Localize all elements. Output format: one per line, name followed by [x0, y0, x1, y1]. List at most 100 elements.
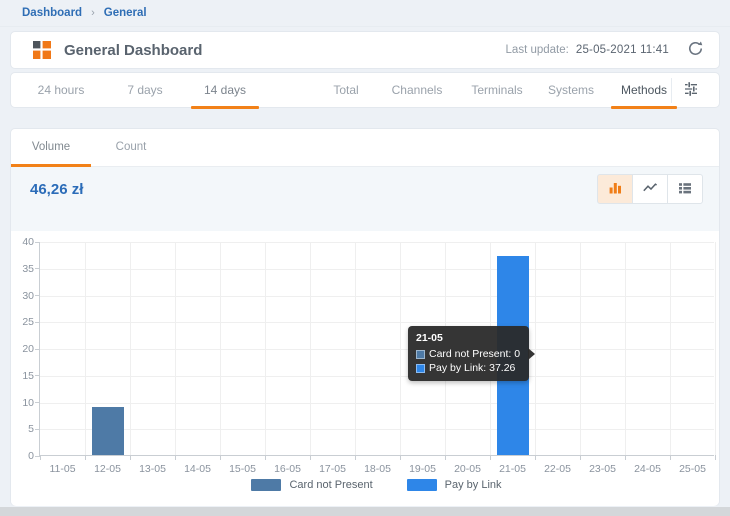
tooltip-row: Pay by Link: 37.26	[416, 361, 520, 375]
tab-7-days[interactable]: 7 days	[111, 73, 179, 108]
y-tick-mark	[35, 322, 40, 323]
tooltip-title: 21-05	[416, 331, 520, 345]
tab-terminals[interactable]: Terminals	[461, 73, 533, 108]
gridline	[40, 376, 714, 377]
y-tick-label: 25	[8, 316, 34, 328]
x-tick-label: 23-05	[589, 463, 616, 475]
gridline	[535, 242, 536, 455]
gridline	[85, 242, 86, 455]
table-view-button[interactable]	[667, 174, 703, 204]
tab-14-days[interactable]: 14 days	[191, 73, 259, 108]
gridline	[40, 349, 714, 350]
x-tick-label: 24-05	[634, 463, 661, 475]
gridline	[40, 242, 714, 243]
tab-total[interactable]: Total	[316, 73, 376, 108]
last-update-label: Last update:	[506, 44, 569, 56]
chart-view-toggle	[597, 174, 703, 204]
tune-icon	[682, 80, 700, 101]
breadcrumb-current[interactable]: General	[104, 7, 147, 19]
y-tick-mark	[35, 295, 40, 296]
bottom-strip	[0, 507, 730, 516]
x-tick-label: 16-05	[274, 463, 301, 475]
chart-legend: Card not Present Pay by Link	[39, 479, 714, 491]
legend-item-card-not-present[interactable]: Card not Present	[251, 479, 372, 491]
legend-label: Pay by Link	[445, 479, 502, 491]
dashboard-tiles-icon	[33, 41, 51, 59]
tab-methods[interactable]: Methods	[611, 73, 677, 108]
x-tick-label: 22-05	[544, 463, 571, 475]
x-tick-mark	[580, 455, 581, 460]
gridline	[175, 242, 176, 455]
legend-item-pay-by-link[interactable]: Pay by Link	[407, 479, 502, 491]
x-tick-label: 17-05	[319, 463, 346, 475]
x-tick-label: 21-05	[499, 463, 526, 475]
breadcrumb-separator-icon: ›	[91, 7, 95, 19]
tooltip-row-text: Card not Present: 0	[429, 347, 520, 361]
y-tick-mark	[35, 242, 40, 243]
x-tick-mark	[220, 455, 221, 460]
x-tick-label: 13-05	[139, 463, 166, 475]
y-tick-label: 35	[8, 263, 34, 275]
tab-24-hours[interactable]: 24 hours	[25, 73, 97, 108]
total-value: 46,26 zł	[30, 181, 83, 198]
refresh-button[interactable]	[685, 40, 705, 60]
legend-swatch	[407, 479, 437, 491]
header-card: General Dashboard Last update: 25-05-202…	[10, 31, 720, 69]
plot-area: 21-05 Card not Present: 0 Pay by Link: 3…	[39, 242, 714, 456]
gridline	[40, 429, 714, 430]
x-tick-label: 15-05	[229, 463, 256, 475]
x-tick-mark	[535, 455, 536, 460]
tooltip-swatch-pay-by-link	[416, 364, 425, 373]
refresh-icon	[687, 40, 704, 60]
breadcrumb: Dashboard › General	[0, 0, 730, 27]
x-tick-mark	[265, 455, 266, 460]
gridline	[580, 242, 581, 455]
gridline	[670, 242, 671, 455]
tooltip-row: Card not Present: 0	[416, 347, 520, 361]
y-tick-mark	[35, 268, 40, 269]
x-tick-mark	[490, 455, 491, 460]
bar-12-05[interactable]	[92, 407, 124, 455]
y-tick-label: 20	[8, 343, 34, 355]
metric-subtabs: Volume Count	[11, 129, 719, 167]
gridline	[220, 242, 221, 455]
tab-channels[interactable]: Channels	[383, 73, 451, 108]
y-tick-label: 30	[8, 290, 34, 302]
filter-settings-button[interactable]	[671, 78, 709, 103]
tab-systems[interactable]: Systems	[539, 73, 603, 108]
x-tick-label: 12-05	[94, 463, 121, 475]
x-tick-mark	[400, 455, 401, 460]
last-update: Last update: 25-05-2021 11:41	[506, 40, 705, 60]
gridline	[40, 322, 714, 323]
gridline	[265, 242, 266, 455]
y-tick-mark	[35, 349, 40, 350]
gridline	[130, 242, 131, 455]
x-tick-label: 19-05	[409, 463, 436, 475]
x-tick-mark	[130, 455, 131, 460]
gridline	[40, 269, 714, 270]
x-tick-label: 25-05	[679, 463, 706, 475]
x-tick-mark	[310, 455, 311, 460]
x-tick-mark	[355, 455, 356, 460]
gridline	[40, 296, 714, 297]
line-chart-view-button[interactable]	[632, 174, 668, 204]
y-tick-mark	[35, 402, 40, 403]
y-tick-mark	[35, 429, 40, 430]
tab-volume[interactable]: Volume	[11, 129, 91, 166]
last-update-value: 25-05-2021 11:41	[576, 44, 669, 56]
gridline	[355, 242, 356, 455]
x-tick-mark	[85, 455, 86, 460]
tab-count[interactable]: Count	[91, 129, 171, 166]
bar-chart-icon	[607, 180, 623, 199]
page-title: General Dashboard	[64, 42, 202, 59]
tooltip-swatch-card-not-present	[416, 350, 425, 359]
data-list-icon	[677, 180, 693, 199]
legend-swatch	[251, 479, 281, 491]
y-tick-label: 0	[8, 450, 34, 462]
gridline	[40, 403, 714, 404]
breadcrumb-dashboard-link[interactable]: Dashboard	[22, 7, 82, 19]
legend-label: Card not Present	[289, 479, 372, 491]
x-tick-mark	[715, 455, 716, 460]
x-tick-mark	[670, 455, 671, 460]
bar-chart-view-button[interactable]	[597, 174, 633, 204]
